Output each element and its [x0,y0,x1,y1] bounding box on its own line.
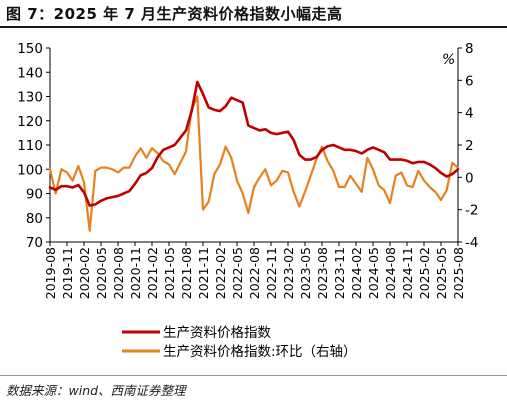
legend-label-1: 生产资料价格指数:环比（右轴） [163,344,357,360]
x-tick-label: 2021-02 [145,247,160,299]
left-y-tick-label: 140 [17,65,43,81]
left-y-tick-label: 150 [17,41,43,57]
right-y-tick-label: 6 [465,73,474,89]
x-tick-label: 2019-11 [60,247,75,299]
x-tick-label: 2024-08 [383,247,398,299]
series-line-ppi [48,80,460,207]
left-y-tick-label: 110 [17,138,43,154]
chart-title: 图 7：2025 年 7 月生产资料价格指数小幅走高 [6,5,343,23]
right-y-tick-label: -4 [465,235,478,251]
dual-axis-line-chart: 70 80 90 100 110 120 130 140 150 -4 -2 0 2 4 6 8% 2019-0… [17,41,478,360]
x-tick-label: 2024-02 [349,247,364,299]
data-source-note: 数据来源：wind、西南证券整理 [6,383,186,398]
x-tick-label: 2022-05 [230,247,245,299]
x-tick-label: 2022-08 [247,247,262,299]
title-divider [0,26,507,28]
x-tick-label: 2024-05 [366,247,381,299]
x-tick-label: 2025-05 [434,247,449,299]
chart-axes: 70 80 90 100 110 120 130 140 150 -4 -2 0 2 4 6 8% 2019-0… [17,41,478,299]
x-tick-label: 2021-05 [162,247,177,299]
x-tick-label: 2022-11 [264,247,279,299]
right-y-tick-label: 8 [465,41,474,57]
source-divider [0,375,507,376]
right-y-tick-label: 2 [465,138,474,154]
x-tick-label: 2021-11 [196,247,211,299]
x-tick-label: 2020-08 [111,247,126,299]
right-y-tick-label: 4 [465,106,474,122]
left-y-tick-label: 90 [26,187,43,203]
series-line-mom [48,95,460,232]
x-tick-label: 2024-11 [400,247,415,299]
right-y-tick-label: -2 [465,203,478,219]
left-y-tick-label: 70 [26,235,43,251]
right-axis-unit-label: % [442,52,455,68]
left-y-tick-label: 120 [17,114,43,130]
x-tick-label: 2021-08 [179,247,194,299]
x-tick-label: 2020-02 [77,247,92,299]
x-tick-label: 2025-02 [417,247,432,299]
legend-label-0: 生产资料价格指数 [163,325,271,341]
left-y-tick-label: 80 [26,211,43,227]
x-tick-label: 2020-11 [128,247,143,299]
right-y-tick-label: 0 [465,170,474,186]
x-tick-label: 2023-11 [332,247,347,299]
left-y-tick-label: 130 [17,90,43,106]
x-tick-label: 2025-08 [451,247,466,299]
left-y-tick-label: 100 [17,162,43,178]
x-tick-label: 2020-05 [94,247,109,299]
x-tick-label: 2023-05 [298,247,313,299]
x-tick-label: 2019-08 [43,247,58,299]
series-layer [48,80,460,232]
x-tick-label: 2023-08 [315,247,330,299]
x-tick-label: 2022-02 [213,247,228,299]
x-tick-label: 2023-02 [281,247,296,299]
